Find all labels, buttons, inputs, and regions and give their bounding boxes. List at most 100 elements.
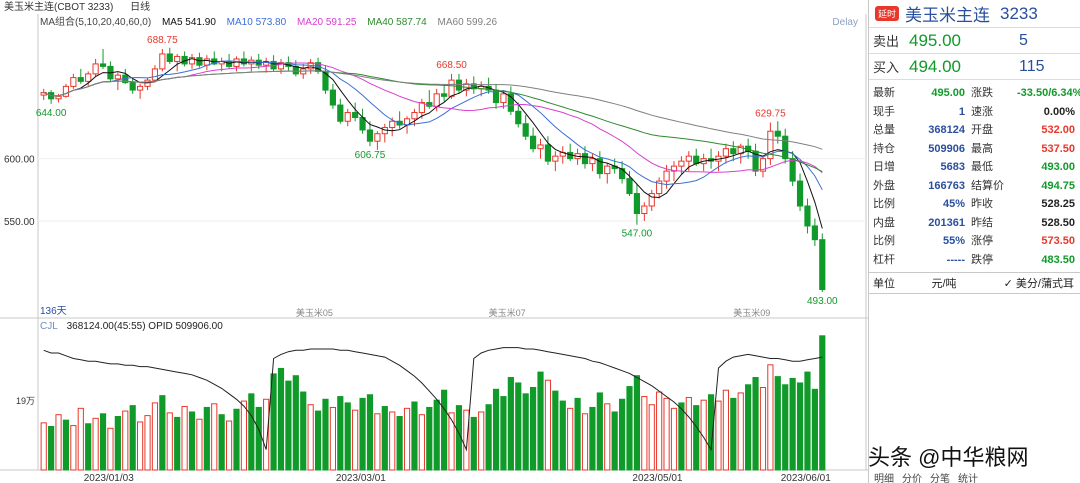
stat-value: 55% bbox=[942, 235, 965, 247]
candle-body bbox=[418, 102, 425, 114]
stat-value: 532.00 bbox=[1041, 124, 1075, 136]
candle-body bbox=[166, 53, 173, 62]
delay-badge: 延时 bbox=[875, 6, 900, 21]
watermark: 头条 @中华粮网 bbox=[868, 445, 1029, 470]
tab-price[interactable]: 分价 bbox=[902, 474, 922, 483]
candle-body bbox=[470, 83, 477, 90]
volume-bar bbox=[485, 404, 492, 471]
ma5-line bbox=[43, 58, 823, 229]
candle-body bbox=[448, 79, 455, 97]
candle-body bbox=[633, 193, 641, 214]
volume-bar bbox=[144, 415, 151, 471]
stat-label: 杠杆 bbox=[873, 253, 895, 266]
volume-bar bbox=[188, 411, 196, 471]
candle-body bbox=[159, 53, 166, 70]
volume-bar bbox=[470, 416, 477, 471]
volume-bar bbox=[418, 414, 425, 471]
volume-bar bbox=[811, 388, 818, 471]
volume-bar bbox=[322, 398, 329, 471]
instrument-header: 延时 美玉米主连 3233 bbox=[869, 0, 1080, 28]
stat-row: 现手 1 速涨 0.00% bbox=[869, 103, 1080, 122]
volume-bar bbox=[707, 394, 715, 471]
stat-label: 外盘 bbox=[873, 179, 895, 192]
candle-body bbox=[344, 112, 351, 122]
ma20-value: MA20 591.25 bbox=[296, 17, 357, 28]
unit-row: 单位 元/吨 ✓ 美分/蒲式耳 bbox=[869, 272, 1080, 294]
volume-bar bbox=[663, 397, 670, 471]
volume-bar bbox=[62, 419, 70, 471]
volume-bar bbox=[337, 396, 344, 471]
stat-value: 368124 bbox=[928, 124, 965, 136]
unit-value[interactable]: 元/吨 bbox=[931, 278, 957, 290]
candle-body bbox=[151, 68, 159, 81]
volume-bar bbox=[366, 394, 374, 471]
candle-body bbox=[537, 144, 544, 150]
volume-bar bbox=[174, 416, 181, 471]
volume-bar bbox=[492, 388, 500, 471]
tab-tick[interactable]: 分笔 bbox=[930, 474, 950, 483]
candle-body bbox=[70, 77, 77, 87]
volume-bar bbox=[626, 386, 633, 471]
volume-bar bbox=[85, 423, 92, 471]
stat-value: 483.50 bbox=[1041, 253, 1075, 266]
chart-title-bar: 美玉米主连(CBOT 3233) 日线 bbox=[0, 0, 868, 16]
stat-label: 最低 bbox=[971, 161, 993, 173]
stat-label: 最新 bbox=[873, 87, 895, 99]
volume-bar bbox=[544, 379, 552, 471]
candle-body bbox=[678, 160, 685, 167]
volume-bar bbox=[589, 406, 596, 471]
open-interest-line bbox=[43, 347, 823, 452]
candle-body bbox=[819, 239, 826, 291]
tab-stats[interactable]: 统计 bbox=[958, 474, 978, 483]
ma40-line bbox=[43, 70, 823, 173]
candle-body bbox=[648, 193, 655, 207]
volume-indicator-label[interactable]: CJL bbox=[40, 321, 58, 332]
volume-bar bbox=[381, 406, 388, 471]
chart-area[interactable]: 美玉米主连(CBOT 3233) 日线 MA组合(5,10,20,40,60,0… bbox=[0, 0, 868, 483]
volume-bar bbox=[700, 399, 707, 471]
candle-body bbox=[92, 63, 99, 75]
sell-label: 卖出 bbox=[873, 34, 900, 49]
candlestick-chart[interactable]: 600.00 550.00 19万 688.75 668.50 644.00 606.7… bbox=[0, 0, 868, 483]
stat-label: 持仓 bbox=[873, 142, 895, 155]
candle-body bbox=[604, 165, 611, 175]
volume-bar bbox=[722, 389, 729, 471]
volume-bar bbox=[522, 393, 529, 471]
chart-title: 美玉米主连(CBOT 3233) bbox=[4, 2, 114, 13]
volume-bar bbox=[359, 397, 366, 471]
volume-bar bbox=[604, 403, 611, 471]
candle-body bbox=[389, 120, 396, 128]
x-tick-label: 2023/06/01 bbox=[781, 473, 831, 483]
candle-body bbox=[77, 77, 84, 82]
candle-body bbox=[174, 55, 181, 62]
ma-combo-label[interactable]: MA组合(5,10,20,40,60,0) bbox=[40, 17, 152, 28]
unit-label: 单位 bbox=[873, 278, 895, 290]
volume-bar bbox=[478, 411, 485, 471]
candle-body bbox=[85, 73, 92, 82]
x-tick-label: 2023/01/03 bbox=[84, 473, 134, 483]
volume-bar bbox=[196, 418, 203, 471]
volume-bar bbox=[596, 392, 603, 471]
instrument-code: 3233 bbox=[1000, 3, 1038, 23]
volume-bar bbox=[559, 400, 566, 471]
stat-value: 493.00 bbox=[1041, 161, 1075, 173]
candle-body bbox=[530, 135, 537, 150]
stats-table: 最新 495.00 涨跌 -33.50/6.34% 现手 1 速涨 0.00% 总量 368124… bbox=[869, 80, 1080, 269]
tab-detail[interactable]: 明细 bbox=[874, 474, 894, 483]
candle-body bbox=[722, 148, 729, 157]
ma60-line bbox=[43, 70, 823, 150]
volume-bar bbox=[122, 410, 129, 471]
candle-body bbox=[811, 225, 818, 241]
candle-body bbox=[663, 170, 670, 182]
buy-price: 494.00 bbox=[909, 56, 961, 76]
candle-body bbox=[114, 74, 121, 80]
timeframe-label[interactable]: 日线 bbox=[130, 2, 151, 13]
volume-bar bbox=[530, 386, 537, 471]
volume-bar bbox=[233, 408, 240, 471]
candle-body bbox=[626, 178, 633, 195]
x-tick-label: 2023/05/01 bbox=[632, 473, 682, 483]
volume-bar bbox=[515, 382, 522, 471]
stat-value: 537.50 bbox=[1041, 142, 1075, 155]
sell-row: 卖出 495.00 5 bbox=[869, 28, 1080, 54]
unit-option[interactable]: ✓ 美分/蒲式耳 bbox=[1003, 278, 1074, 290]
